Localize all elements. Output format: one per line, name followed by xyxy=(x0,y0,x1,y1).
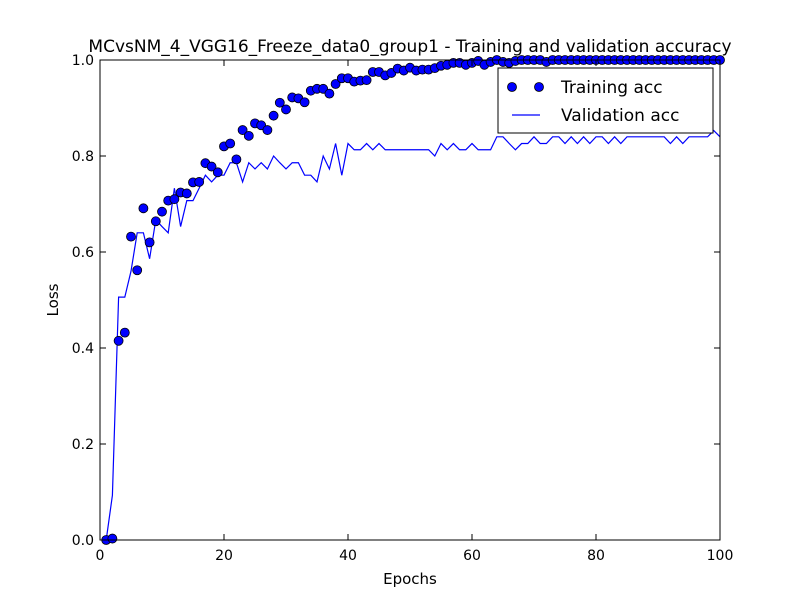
training-acc-point xyxy=(144,237,155,248)
training-acc-point xyxy=(150,216,161,227)
training-acc-point xyxy=(268,110,279,121)
training-acc-point xyxy=(324,88,335,99)
training-acc-point xyxy=(126,231,136,242)
training-acc-point xyxy=(262,125,273,135)
y-tick-label: 1.0 xyxy=(72,53,94,69)
training-acc-point xyxy=(132,265,143,276)
legend-training-marker xyxy=(534,82,544,92)
y-axis-label: Loss xyxy=(44,283,62,316)
training-acc-point xyxy=(330,79,341,89)
y-tick-label: 0.0 xyxy=(72,533,94,549)
training-acc-point xyxy=(281,104,291,115)
plot-area xyxy=(100,60,720,540)
training-acc-point xyxy=(206,161,217,172)
training-acc-point xyxy=(194,177,205,187)
legend-validation-label: Validation acc xyxy=(561,106,679,126)
chart-title: MCvsNM_4_VGG16_Freeze_data0_group1 - Tra… xyxy=(88,37,731,57)
y-tick-label: 0.2 xyxy=(72,437,94,453)
x-tick-label: 100 xyxy=(707,548,734,564)
training-acc-point xyxy=(181,188,192,199)
y-tick-label: 0.8 xyxy=(72,149,94,165)
training-acc-point xyxy=(212,167,223,178)
x-tick-label: 60 xyxy=(463,548,481,564)
training-acc-point xyxy=(169,194,180,205)
training-acc-point xyxy=(225,138,236,149)
training-acc-point xyxy=(138,203,149,214)
training-acc-point xyxy=(299,97,310,108)
training-acc-point xyxy=(107,533,118,544)
legend-box xyxy=(497,67,714,134)
x-tick-label: 0 xyxy=(96,548,105,564)
y-tick-label: 0.6 xyxy=(72,245,94,261)
training-acc-point xyxy=(119,327,130,338)
training-acc-point xyxy=(274,97,285,108)
training-acc-point xyxy=(113,335,124,346)
training-acc-point xyxy=(231,154,242,165)
plot-frame xyxy=(99,59,721,541)
x-tick-label: 80 xyxy=(587,548,605,564)
y-tick-label: 0.4 xyxy=(72,341,94,357)
validation-acc-line xyxy=(105,129,721,541)
training-acc-point xyxy=(157,206,167,217)
legend: Training acc Validation acc xyxy=(497,67,714,134)
training-acc-point xyxy=(361,75,372,86)
legend-training-label: Training acc xyxy=(560,78,663,98)
x-tick-label: 40 xyxy=(339,548,357,564)
x-tick-label: 20 xyxy=(215,548,233,564)
legend-training-marker xyxy=(507,82,517,92)
training-acc-point xyxy=(237,125,248,135)
ticks-layer: 0 20 40 60 80 100 0.0 0.2 0.4 0.6 0.8 1.0 xyxy=(72,53,734,564)
training-acc-point xyxy=(243,130,254,141)
x-axis-label: Epochs xyxy=(383,570,437,588)
